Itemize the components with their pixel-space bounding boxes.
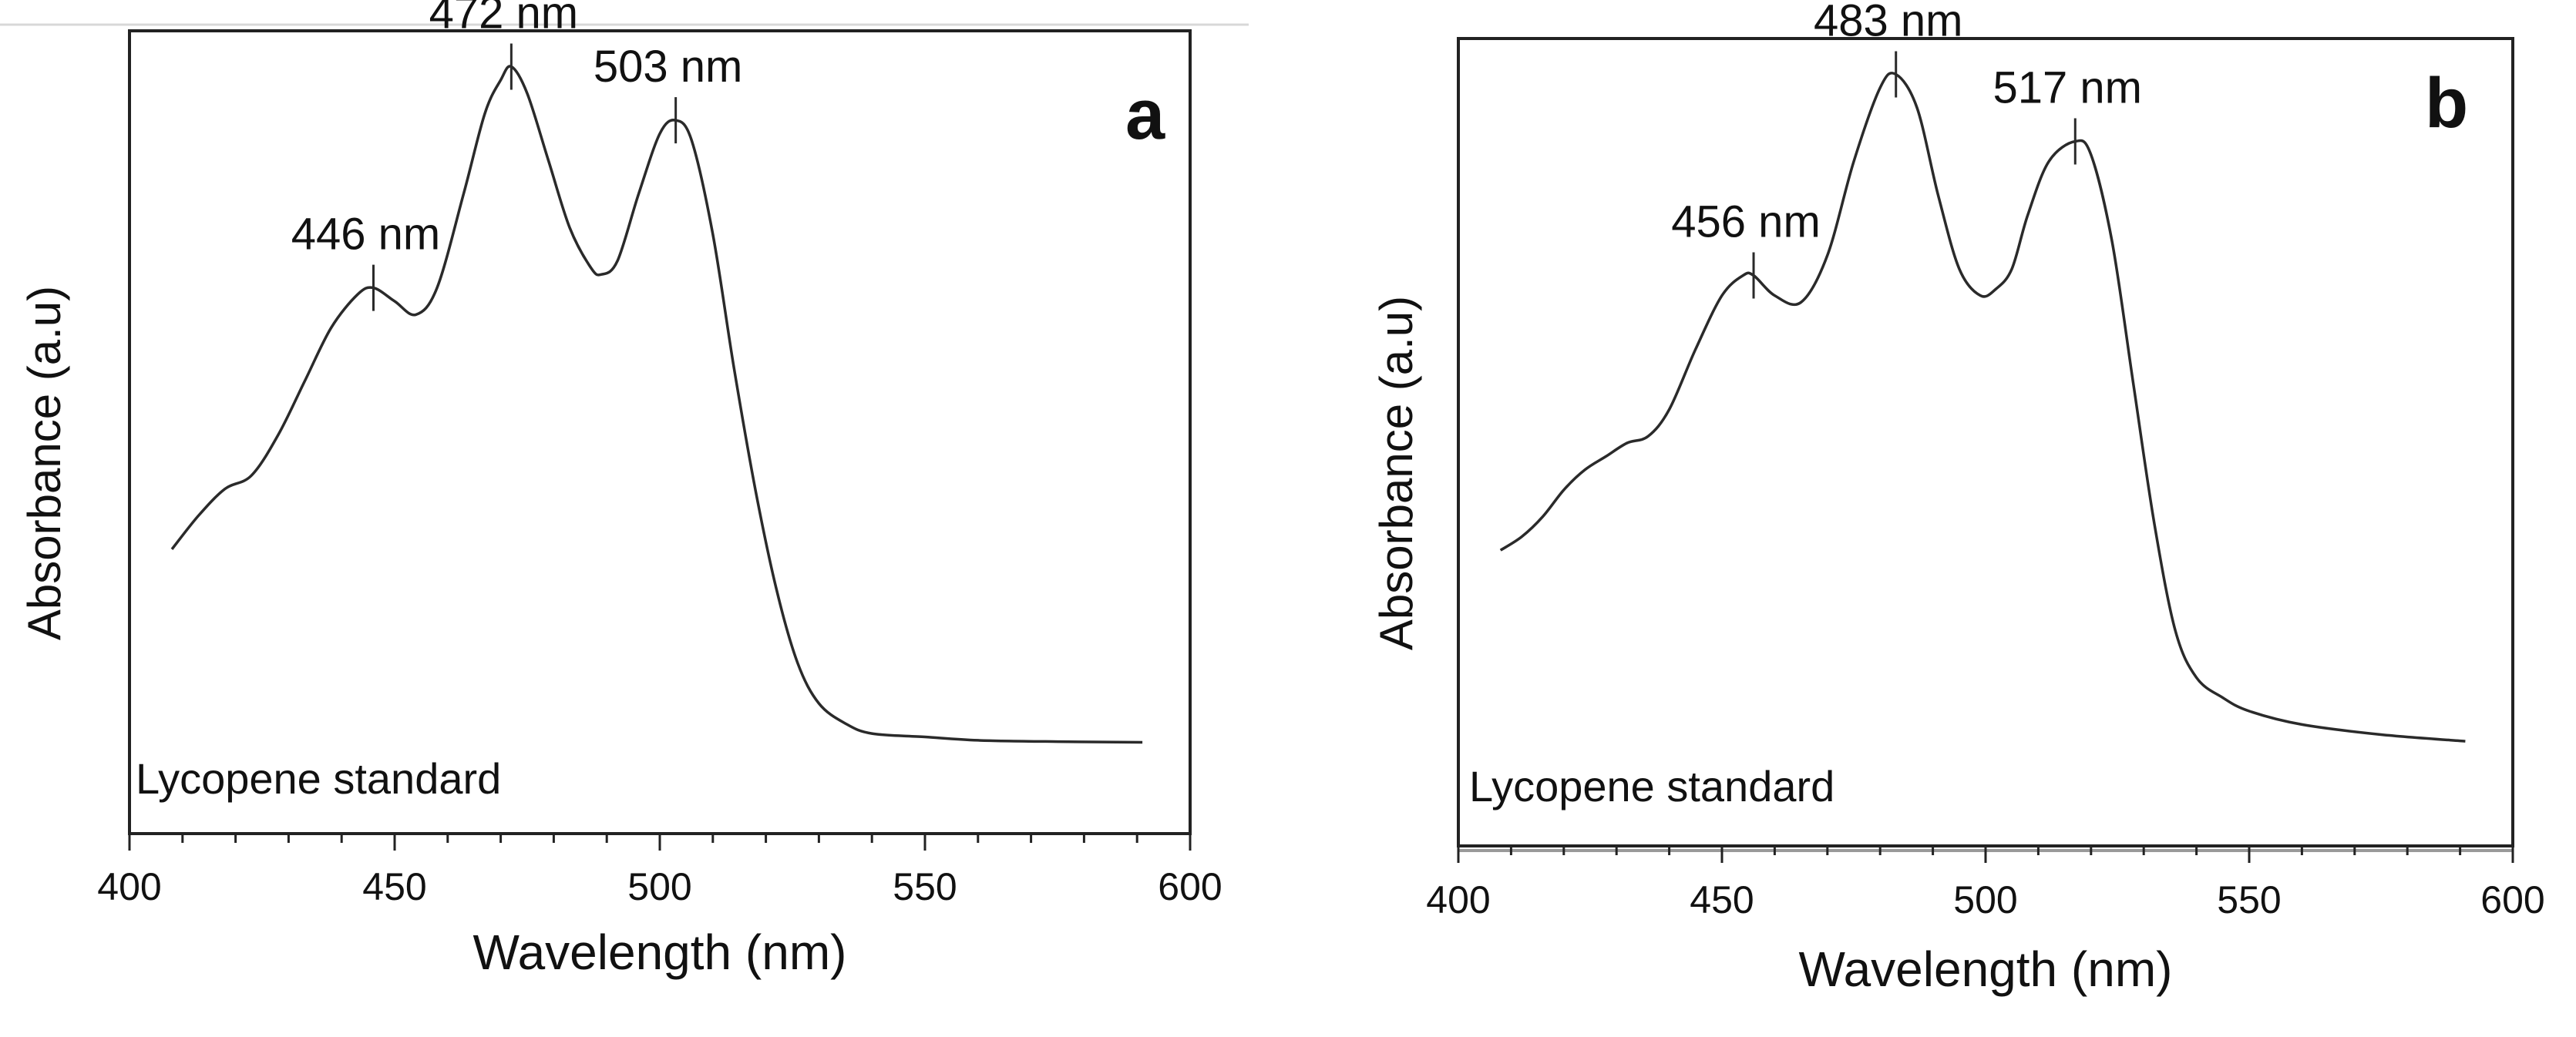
- absorbance-curve: [170, 65, 1143, 744]
- x-tick-label: 600: [2480, 878, 2544, 921]
- peak-label: 472 nm: [429, 0, 578, 39]
- absorbance-curve: [1499, 71, 2466, 743]
- y-axis-label: Absorbance (a.u): [1370, 296, 1422, 650]
- x-tick-label: 450: [1690, 878, 1754, 921]
- x-tick-label: 500: [627, 865, 691, 908]
- x-tick-label: 400: [97, 865, 161, 908]
- panel-letter: a: [1125, 76, 1165, 154]
- y-axis-label: Absorbance (a.u): [18, 286, 70, 640]
- x-tick-label: 600: [1158, 865, 1222, 908]
- chart-panel-b: 400 450 500 550 600 Wavelength (nm) Absorbance…: [1370, 0, 2545, 997]
- peak-label: 456 nm: [1671, 197, 1820, 247]
- series-annotation: Lycopene standard: [136, 754, 501, 803]
- x-tick-label: 400: [1426, 878, 1490, 921]
- x-tick-label: 550: [2217, 878, 2281, 921]
- chart-panel-a: 400 450 500 550 600 Wavelength (nm) Absorbance…: [18, 0, 1222, 980]
- peak-label: 483 nm: [1814, 0, 1962, 46]
- panel-letter: b: [2425, 64, 2468, 143]
- x-axis-label: Wavelength (nm): [473, 925, 847, 980]
- x-tick-label: 450: [362, 865, 426, 908]
- series-annotation: Lycopene standard: [1469, 762, 1834, 810]
- peak-label: 446 nm: [291, 210, 440, 260]
- x-tick-label: 550: [893, 865, 957, 908]
- peak-label: 503 nm: [594, 42, 742, 92]
- x-axis-label: Wavelength (nm): [1799, 941, 2173, 997]
- x-tick-label: 500: [1953, 878, 2017, 921]
- peak-label: 517 nm: [1993, 63, 2142, 113]
